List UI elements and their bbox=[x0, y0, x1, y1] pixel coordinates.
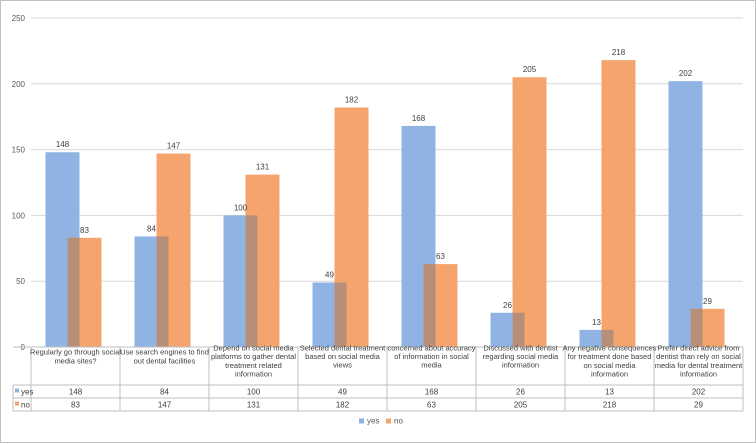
table-cell-no: 131 bbox=[247, 401, 261, 410]
table-cell-no: 29 bbox=[694, 401, 703, 410]
y-tick-label: 200 bbox=[12, 80, 26, 89]
category-label-line: concerned about accuracy bbox=[388, 343, 476, 352]
bar-overlap bbox=[601, 329, 614, 347]
table-cell-yes: 148 bbox=[69, 388, 83, 397]
data-label-yes: 100 bbox=[234, 203, 248, 212]
table-cell-no: 147 bbox=[158, 401, 172, 410]
category-label-line: Any negative consequences bbox=[563, 344, 657, 353]
category-label-line: based on social media bbox=[305, 352, 380, 361]
category-label-line: information bbox=[680, 369, 717, 378]
category-label: Regularly go through social media sites? bbox=[30, 348, 121, 366]
bar-overlap bbox=[245, 215, 258, 347]
table-cell-no: 218 bbox=[603, 401, 617, 410]
legend-label-no: no bbox=[394, 417, 403, 426]
category-label-line: Depend on social media bbox=[213, 344, 294, 353]
table-cell-yes: 49 bbox=[338, 388, 347, 397]
table-cell-no: 205 bbox=[514, 401, 528, 410]
category-label-line: platforms to gather dental bbox=[211, 352, 296, 361]
category-label-line: views bbox=[333, 361, 352, 370]
data-label-no: 83 bbox=[80, 226, 89, 235]
category-label-line: media bbox=[421, 361, 442, 370]
category-label-line: regarding social media bbox=[483, 352, 559, 361]
bar-yes bbox=[668, 81, 703, 347]
bar-overlap bbox=[334, 282, 347, 347]
category-label-line: media sites? bbox=[54, 356, 96, 365]
category-label-line: Use search engines to find bbox=[120, 348, 209, 357]
category-label-line: Discussed with dentist bbox=[483, 343, 558, 352]
data-label-no: 147 bbox=[167, 142, 181, 151]
data-label-no: 182 bbox=[345, 95, 359, 104]
legend-key-no bbox=[386, 418, 391, 424]
y-tick-label: 250 bbox=[12, 14, 26, 23]
data-label-yes: 202 bbox=[679, 69, 693, 78]
category-label: Use search engines to find out dental fac… bbox=[120, 348, 209, 366]
legend-label-yes: yes bbox=[367, 417, 379, 426]
bar-overlap bbox=[67, 237, 80, 347]
category-label: Any negative consequences for treatment d… bbox=[563, 344, 657, 379]
table-cell-yes: 84 bbox=[160, 388, 169, 397]
category-label-line: dentist than rely on social bbox=[656, 352, 741, 361]
category-label-line: information bbox=[591, 369, 628, 378]
data-label-yes: 84 bbox=[147, 224, 156, 233]
data-label-no: 218 bbox=[612, 48, 626, 57]
data-label-no: 29 bbox=[703, 297, 712, 306]
bar-no bbox=[601, 60, 636, 347]
table-cell-yes: 100 bbox=[247, 388, 261, 397]
bar-overlap bbox=[423, 264, 436, 347]
category-label-line: treatment related bbox=[225, 361, 282, 370]
category-label: concerned about accuracy of information i… bbox=[388, 343, 476, 369]
bar-overlap bbox=[690, 308, 703, 347]
data-label-yes: 168 bbox=[412, 114, 426, 123]
bar-no bbox=[512, 77, 547, 347]
category-label: Selected dental treatment based on social… bbox=[300, 343, 386, 369]
table-legend-key-no bbox=[15, 401, 19, 406]
category-label: Discussed with dentist regarding social m… bbox=[483, 343, 559, 369]
data-label-yes: 148 bbox=[56, 140, 70, 149]
y-tick-label: 100 bbox=[12, 211, 26, 220]
data-label-no: 205 bbox=[523, 65, 537, 74]
legend-key-yes bbox=[359, 418, 364, 424]
category-label-line: out dental facilities bbox=[134, 356, 196, 365]
category-label-line: Prefer direct advice from bbox=[658, 344, 740, 353]
data-label-yes: 26 bbox=[503, 301, 512, 310]
data-label-no: 131 bbox=[256, 163, 270, 172]
table-cell-no: 182 bbox=[336, 401, 350, 410]
table-cell-yes: 26 bbox=[516, 388, 525, 397]
y-tick-label: 50 bbox=[16, 277, 25, 286]
table-legend-key-yes bbox=[15, 388, 19, 393]
table-cell-no: 63 bbox=[427, 401, 436, 410]
table-series-name: no bbox=[21, 401, 30, 410]
data-label-no: 63 bbox=[436, 252, 445, 261]
data-label-yes: 13 bbox=[592, 318, 601, 327]
table-cell-yes: 13 bbox=[605, 388, 614, 397]
category-label-line: on social media bbox=[583, 361, 636, 370]
category-label-line: information bbox=[502, 361, 539, 370]
category-label: Prefer direct advice from dentist than re… bbox=[655, 344, 743, 379]
category-label-line: Selected dental treatment bbox=[300, 343, 386, 352]
category-label-line: for treatment done based bbox=[568, 352, 652, 361]
data-label-yes: 49 bbox=[325, 271, 334, 280]
category-label-line: media for dental treatment bbox=[655, 361, 743, 370]
bar-overlap bbox=[156, 236, 169, 347]
bar-overlap bbox=[512, 312, 525, 347]
table-cell-yes: 202 bbox=[692, 388, 706, 397]
table-cell-yes: 168 bbox=[425, 388, 439, 397]
y-tick-label: 150 bbox=[12, 146, 26, 155]
table-cell-no: 83 bbox=[71, 401, 80, 410]
category-label: Depend on social media platforms to gathe… bbox=[211, 344, 296, 379]
category-label-line: of information in social bbox=[394, 352, 469, 361]
category-label-line: information bbox=[235, 369, 272, 378]
table-series-name: yes bbox=[21, 388, 33, 397]
category-label-line: Regularly go through social bbox=[30, 348, 121, 357]
